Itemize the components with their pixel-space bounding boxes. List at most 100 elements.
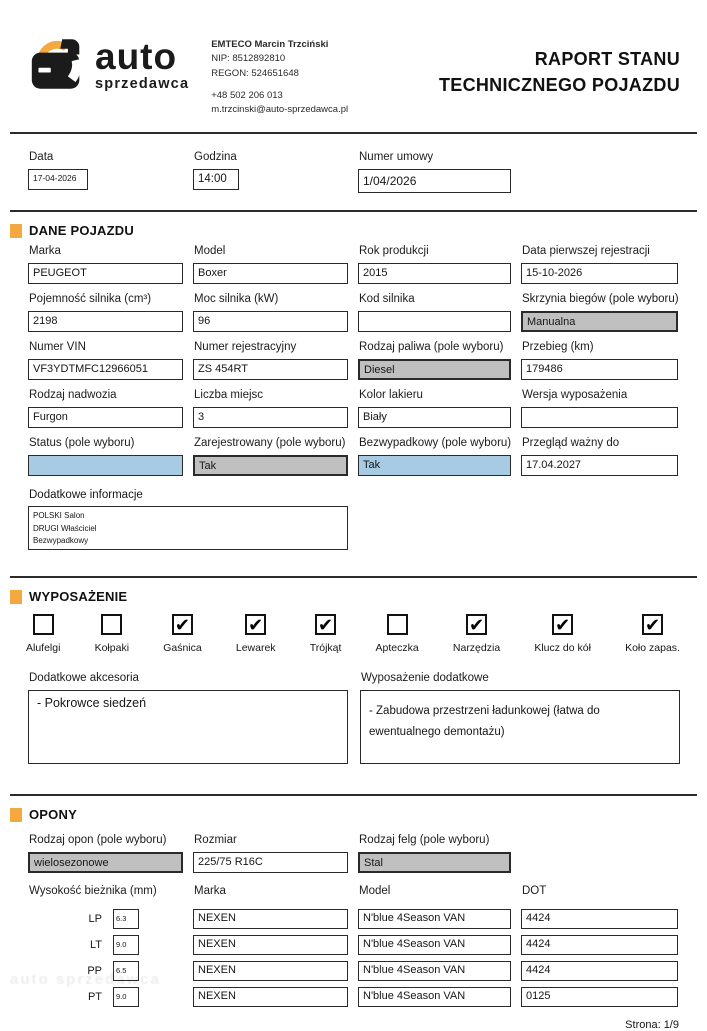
- section-title: DANE POJAZDU: [29, 223, 134, 239]
- field-label: Bezwypadkowy (pole wyboru): [359, 437, 512, 450]
- column-header-dot: DOT: [522, 885, 547, 898]
- company-phone: +48 502 206 013: [211, 89, 283, 101]
- accessories-label: Dodatkowe akcesoria: [29, 672, 139, 685]
- tire-position-label: PP: [87, 965, 102, 978]
- select-field: Tak: [358, 455, 511, 477]
- tire-position-label: PT: [87, 991, 102, 1004]
- tire-dot-field: 0125: [521, 987, 678, 1008]
- text-field: VF3YDTMFC12966051: [28, 359, 183, 381]
- date-field: 17-04-2026: [28, 169, 88, 191]
- select-field: [28, 455, 183, 477]
- section-marker-icon: [10, 589, 22, 604]
- header: auto sprzedawca EMTECO Marcin Trzciński …: [0, 0, 707, 117]
- vehicle-fields-grid: Marka PEUGEOT Model Boxer Rok produkcji 201…: [28, 238, 680, 477]
- meta-row: Data 17-04-2026 Godzina 14:00 Numer umow…: [28, 144, 680, 194]
- field-numer-vin: Numer VIN VF3YDTMFC12966051: [28, 341, 183, 381]
- text-field: 179486: [521, 359, 678, 381]
- field-skrzynia-biegow: Skrzynia biegów (pole wyboru) Manualna: [521, 293, 679, 333]
- tire-model-field: N'blue 4Season VAN: [358, 987, 511, 1008]
- field-label: Rodzaj felg (pole wyboru): [359, 834, 490, 847]
- column-header-model: Model: [359, 885, 391, 898]
- tire-position-label: LT: [89, 939, 102, 952]
- divider: [10, 794, 697, 797]
- checkbox-checked-icon: ✔: [642, 614, 664, 636]
- field-label: Marka: [29, 245, 61, 258]
- text-field: ZS 454RT: [193, 359, 348, 381]
- section-dane-pojazdu: DANE POJAZDU: [10, 223, 707, 238]
- checkbox-kolo-zapas: ✔ Koło zapas.: [625, 614, 680, 654]
- text-field: Biały: [358, 407, 511, 429]
- checkbox-icon: [101, 614, 123, 636]
- contract-number-field: 1/04/2026: [358, 169, 511, 194]
- field-kolor-lakieru: Kolor lakieru Biały: [358, 389, 511, 429]
- field-label: Rodzaj paliwa (pole wyboru): [359, 341, 504, 354]
- tire-brand-field: NEXEN: [193, 961, 348, 982]
- tire-brand-field: NEXEN: [193, 987, 348, 1008]
- field-label: Zarejestrowany (pole wyboru): [194, 437, 346, 450]
- tire-model-field: N'blue 4Season VAN: [358, 909, 511, 930]
- text-field: PEUGEOT: [28, 263, 183, 285]
- field-label: Model: [194, 245, 226, 258]
- checkbox-label: Lewarek: [235, 642, 276, 655]
- text-field: [358, 311, 511, 333]
- auto-sprzedawca-logo-icon: [28, 36, 85, 97]
- company-email: m.trzcinski@auto-sprzedawca.pl: [211, 104, 349, 115]
- checkbox-label: Kołpaki: [94, 642, 130, 655]
- equipment-checkbox-row: Alufelgi Kołpaki ✔ Gaśnica ✔ Lewarek ✔ Trój…: [26, 614, 680, 654]
- accessories-box: - Pokrowce siedzeń: [28, 690, 348, 765]
- field-label: Godzina: [194, 151, 237, 164]
- equipment-textareas: Dodatkowe akcesoria - Pokrowce siedzeń W…: [28, 672, 680, 765]
- field-label: Rodzaj opon (pole wyboru): [29, 834, 167, 847]
- field-zarejestrowany: Zarejestrowany (pole wyboru) Tak: [193, 437, 348, 477]
- field-label: Kolor lakieru: [359, 389, 423, 402]
- select-field: Tak: [193, 455, 348, 477]
- logo: auto sprzedawca: [28, 36, 189, 97]
- field-label: Skrzynia biegów (pole wyboru): [522, 293, 679, 306]
- text-field: 17.04.2027: [521, 455, 678, 477]
- field-liczba-miejsc: Liczba miejsc 3: [193, 389, 348, 429]
- column-header-brand: Marka: [194, 885, 226, 898]
- field-label: Numer rejestracyjny: [194, 341, 297, 354]
- checkbox-alufelgi: Alufelgi: [26, 614, 60, 654]
- checkbox-checked-icon: ✔: [245, 614, 267, 636]
- field-label: Kod silnika: [359, 293, 415, 306]
- select-field: wielosezonowe: [28, 852, 183, 874]
- checkbox-lewarek: ✔ Lewarek: [236, 614, 276, 654]
- field-numer-umowy: Numer umowy 1/04/2026: [358, 151, 511, 194]
- logo-word-sprzedawca: sprzedawca: [95, 75, 190, 92]
- accessories-column: Dodatkowe akcesoria - Pokrowce siedzeń: [28, 672, 348, 765]
- text-field: [521, 407, 678, 429]
- checkbox-kolpaki: Kołpaki: [95, 614, 129, 654]
- note-line: Bezwypadkowy: [33, 536, 89, 546]
- field-label: Data: [29, 151, 54, 164]
- additional-info-box: POLSKI Salon DRUGI Właściciel Bezwypadko…: [28, 506, 348, 551]
- tire-table-header: Wysokość bieżnika (mm) Marka Model DOT: [28, 885, 680, 903]
- field-label: Numer VIN: [29, 341, 86, 354]
- section-wyposazenie: WYPOSAŻENIE: [10, 589, 707, 604]
- field-rodzaj-opon: Rodzaj opon (pole wyboru) wielosezonowe: [28, 834, 183, 874]
- text-field: 3: [193, 407, 348, 429]
- checkbox-label: Narzędzia: [452, 642, 501, 655]
- section-marker-icon: [10, 223, 22, 238]
- tire-type-row: Rodzaj opon (pole wyboru) wielosezonowe R…: [28, 834, 680, 874]
- page-number: Strona: 1/9: [625, 1019, 679, 1031]
- field-label: Przebieg (km): [522, 341, 594, 354]
- tire-brand-field: NEXEN: [193, 909, 348, 930]
- tire-row-pp: PP 6.5 NEXEN N'blue 4Season VAN 4424: [28, 961, 680, 982]
- field-moc-silnika: Moc silnika (kW) 96: [193, 293, 348, 333]
- checkbox-trojkat: ✔ Trójkąt: [310, 614, 341, 654]
- field-rodzaj-nadwozia: Rodzaj nadwozia Furgon: [28, 389, 183, 429]
- select-field: Diesel: [358, 359, 511, 381]
- field-label: Rozmiar: [194, 834, 237, 847]
- field-wersja-wyposazenia: Wersja wyposażenia: [521, 389, 678, 429]
- checkbox-icon: [32, 614, 54, 636]
- field-pojemnosc-silnika: Pojemność silnika (cm³) 2198: [28, 293, 183, 333]
- field-przeglad-wazny-do: Przegląd ważny do 17.04.2027: [521, 437, 678, 477]
- text-field: Furgon: [28, 407, 183, 429]
- extra-equipment-box: - Zabudowa przestrzeni ładunkowej (łatwa…: [360, 690, 680, 765]
- field-label: Przegląd ważny do: [522, 437, 620, 450]
- column-header-tread: Wysokość bieżnika (mm): [29, 885, 157, 898]
- text-field: 96: [193, 311, 348, 333]
- logo-text: auto sprzedawca: [95, 38, 190, 92]
- field-label: Data pierwszej rejestracji: [522, 245, 650, 258]
